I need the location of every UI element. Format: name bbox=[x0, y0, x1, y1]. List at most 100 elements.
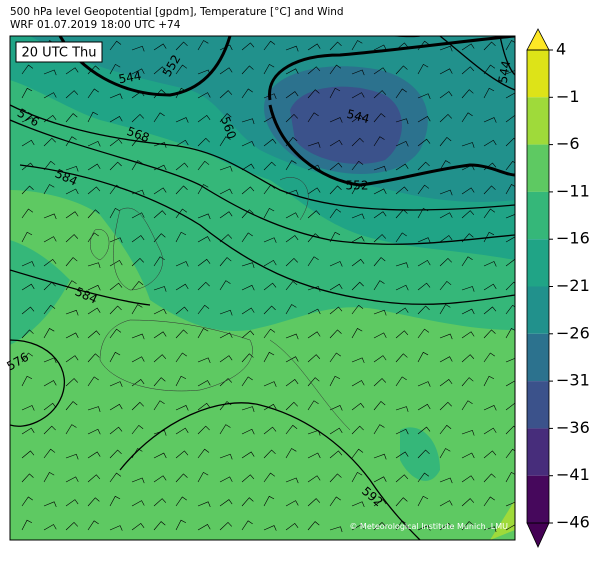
colorbar-band bbox=[527, 475, 549, 523]
barb bbox=[373, 113, 386, 123]
wind-barbs bbox=[21, 40, 515, 533]
barb bbox=[131, 477, 145, 484]
barb bbox=[373, 136, 385, 147]
barb bbox=[461, 233, 474, 243]
barb bbox=[241, 163, 255, 171]
barb bbox=[197, 40, 209, 51]
barb bbox=[175, 261, 189, 267]
barb bbox=[43, 281, 56, 291]
barb bbox=[483, 375, 495, 387]
barb bbox=[153, 233, 166, 243]
barb bbox=[87, 111, 99, 123]
barb bbox=[219, 67, 233, 75]
barb bbox=[43, 425, 56, 435]
barb bbox=[461, 210, 475, 219]
barb bbox=[153, 164, 167, 171]
barb bbox=[395, 330, 409, 339]
colorbar-band bbox=[527, 381, 549, 429]
barb bbox=[439, 500, 453, 507]
barb bbox=[351, 380, 365, 387]
barb bbox=[395, 497, 408, 507]
barb bbox=[505, 214, 515, 219]
barb bbox=[461, 66, 475, 75]
barb bbox=[329, 41, 342, 51]
barb bbox=[241, 65, 254, 75]
colorbar-tick-label: −31 bbox=[556, 371, 590, 390]
barb bbox=[417, 525, 431, 531]
barb bbox=[395, 520, 407, 531]
barb bbox=[307, 164, 321, 171]
contours bbox=[10, 36, 515, 540]
barb bbox=[373, 332, 387, 339]
barb bbox=[241, 186, 255, 195]
barb bbox=[417, 259, 431, 267]
barb bbox=[175, 375, 187, 387]
barb bbox=[87, 209, 100, 219]
barb bbox=[263, 184, 276, 195]
barb bbox=[21, 283, 35, 291]
barb bbox=[439, 45, 453, 52]
barb bbox=[175, 117, 189, 123]
barb bbox=[483, 185, 496, 195]
barb bbox=[351, 402, 365, 411]
barb bbox=[219, 476, 233, 483]
colorbar-band bbox=[527, 286, 549, 334]
barb bbox=[219, 90, 233, 99]
barb bbox=[153, 66, 167, 75]
barb bbox=[285, 45, 299, 52]
barb bbox=[483, 450, 497, 459]
barb bbox=[439, 114, 452, 123]
barb bbox=[461, 112, 473, 123]
barb bbox=[329, 162, 343, 171]
barb bbox=[307, 233, 320, 243]
barb bbox=[505, 304, 515, 315]
barb bbox=[175, 283, 189, 291]
barb bbox=[373, 188, 387, 195]
barb bbox=[307, 377, 320, 387]
barb bbox=[505, 70, 515, 75]
barb bbox=[65, 280, 77, 291]
barb bbox=[395, 88, 407, 99]
barb bbox=[219, 257, 232, 267]
barb bbox=[263, 426, 277, 435]
barb bbox=[351, 357, 365, 364]
barb bbox=[505, 425, 515, 435]
map bbox=[10, 36, 515, 540]
barb bbox=[505, 357, 515, 363]
barb bbox=[21, 117, 35, 123]
barb bbox=[43, 448, 56, 459]
barb bbox=[395, 209, 408, 219]
barb bbox=[373, 499, 387, 507]
barb bbox=[175, 185, 188, 195]
barb bbox=[87, 307, 101, 315]
barb bbox=[307, 43, 321, 51]
barb bbox=[395, 451, 409, 459]
barb bbox=[153, 210, 167, 219]
barb bbox=[175, 231, 187, 243]
colorbar-band bbox=[527, 428, 549, 476]
barb bbox=[219, 234, 233, 243]
barb bbox=[285, 280, 298, 291]
barb bbox=[285, 522, 299, 531]
barb bbox=[197, 160, 210, 171]
barb bbox=[307, 452, 321, 459]
barb bbox=[263, 259, 277, 267]
barb bbox=[373, 401, 386, 411]
credit: © Meteorological Institute Munich, LMU bbox=[349, 522, 508, 531]
barb bbox=[307, 354, 321, 363]
barb bbox=[65, 113, 78, 123]
barb bbox=[351, 137, 364, 147]
barb bbox=[483, 64, 496, 75]
barb bbox=[153, 112, 165, 123]
barb bbox=[87, 284, 101, 291]
barb bbox=[43, 69, 57, 76]
barb bbox=[285, 333, 299, 340]
barb bbox=[109, 403, 123, 411]
barb bbox=[417, 472, 430, 483]
barb bbox=[65, 188, 79, 195]
barb bbox=[219, 136, 231, 147]
barb bbox=[197, 357, 211, 364]
barb bbox=[241, 209, 254, 219]
barb bbox=[285, 379, 299, 387]
barb bbox=[87, 232, 99, 243]
